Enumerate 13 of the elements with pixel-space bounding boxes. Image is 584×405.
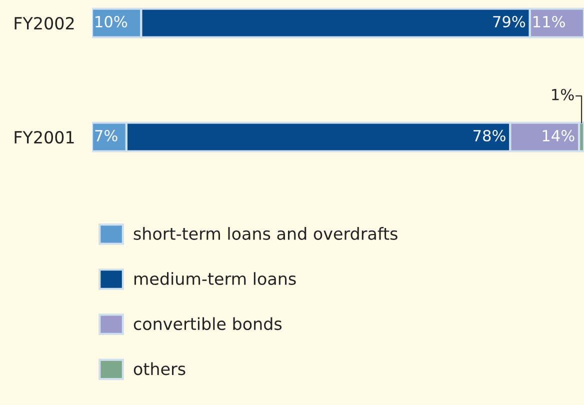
data-label: 14% (542, 130, 574, 142)
data-label: 1% (552, 88, 574, 100)
data-label: 79% (493, 16, 526, 28)
data-label: 11% (534, 16, 565, 28)
y-tick-label: FY2001 (14, 130, 74, 144)
legend-label: convertible bonds (134, 317, 282, 330)
legend-label: medium-term loans (134, 272, 296, 286)
legend-label: others (134, 362, 186, 376)
data-label: 10% (96, 16, 128, 28)
data-label: 7% (95, 130, 118, 142)
legend-label: short-term loans and overdrafts (134, 227, 398, 240)
data-label: 78% (474, 130, 506, 142)
y-tick-label: FY2002 (14, 16, 74, 30)
